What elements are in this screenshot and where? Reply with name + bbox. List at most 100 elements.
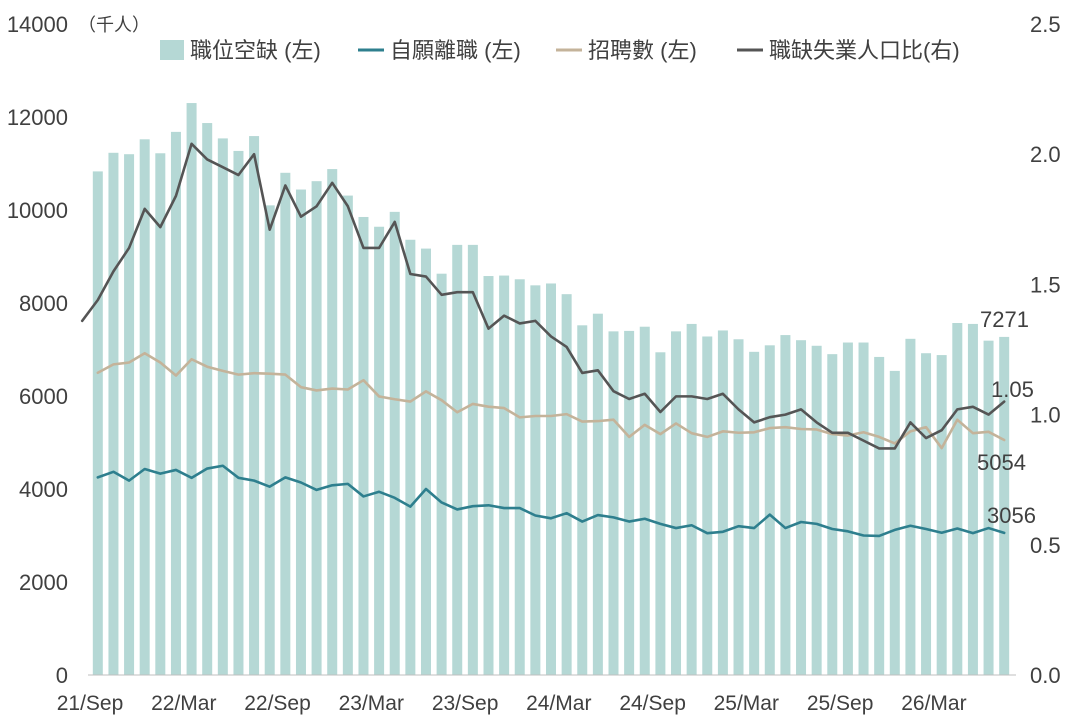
y-left-tick-label: 14000 <box>7 12 68 37</box>
bar-job-openings <box>858 342 869 675</box>
bar-job-openings <box>702 336 713 675</box>
bar-job-openings <box>749 351 760 675</box>
axes: 0 2000 4000 6000 8000 10000 12000 14000 （千人） 0.0 0… <box>7 12 1061 715</box>
bar-job-openings <box>608 331 619 675</box>
bar-job-openings <box>577 325 588 675</box>
bar-job-openings <box>530 285 541 675</box>
x-tick-label: 21/Sep <box>57 692 124 715</box>
bar-job-openings <box>936 355 947 675</box>
y-left-tick-label: 0 <box>56 663 68 688</box>
bar-job-openings <box>827 354 838 675</box>
bar-job-openings <box>905 338 916 675</box>
bar-job-openings <box>202 123 213 676</box>
y-left-tick-label: 6000 <box>19 384 68 409</box>
bar-job-openings <box>889 370 900 675</box>
x-tick-label: 22/Mar <box>151 692 216 715</box>
bar-job-openings <box>624 330 635 675</box>
y-right-tick-label: 2.0 <box>1030 142 1061 167</box>
legend-label: 職位空缺 (左) <box>190 38 321 63</box>
bar-job-openings <box>561 294 572 675</box>
x-tick-label: 26/Mar <box>901 692 966 715</box>
bar-series-job-openings <box>92 103 1010 676</box>
line-voluntary-quits <box>96 464 1006 538</box>
bar-job-openings <box>796 340 807 675</box>
bar-job-openings <box>921 353 932 675</box>
bar-job-openings <box>546 283 556 675</box>
bar-job-openings <box>874 356 885 675</box>
x-tick-label: 23/Sep <box>432 692 499 715</box>
data-label: 3056 <box>987 503 1036 528</box>
bar-job-openings <box>952 323 963 675</box>
bar-job-openings <box>264 205 275 675</box>
x-tick-label: 24/Sep <box>619 692 686 715</box>
bar-job-openings <box>655 352 666 675</box>
bar-job-openings <box>514 279 525 675</box>
y-left-tick-label: 12000 <box>7 105 68 130</box>
x-tick-label: 23/Mar <box>339 692 404 715</box>
bar-job-openings <box>124 154 135 675</box>
bar-job-openings <box>999 336 1010 675</box>
legend-label: 自願離職 (左) <box>390 38 521 63</box>
y-right-tick-label: 2.5 <box>1030 12 1061 37</box>
y-left-tick-label: 4000 <box>19 477 68 502</box>
y-left-tick-label: 2000 <box>19 570 68 595</box>
x-tick-label: 24/Mar <box>526 692 591 715</box>
bar-job-openings <box>108 152 119 676</box>
bar-job-openings <box>295 189 306 676</box>
y-right-tick-label: 0.0 <box>1030 663 1061 688</box>
x-tick-label: 25/Mar <box>714 692 779 715</box>
bar-job-openings <box>467 244 478 676</box>
bar-job-openings <box>342 195 353 675</box>
bar-job-openings <box>483 276 494 675</box>
bar-job-openings <box>452 244 463 676</box>
bar-job-openings <box>639 326 650 675</box>
line-openings-unemployed-ratio <box>80 142 1006 450</box>
y-left-tick-label: 8000 <box>19 291 68 316</box>
y-left-unit-label: （千人） <box>78 15 150 35</box>
legend-label: 招聘數 (左) <box>588 38 697 63</box>
bar-job-openings <box>983 340 994 675</box>
bar-job-openings <box>139 139 150 675</box>
bar-job-openings <box>92 171 103 675</box>
bar-job-openings <box>811 345 822 675</box>
bar-job-openings <box>389 211 400 676</box>
bar-job-openings <box>374 226 385 676</box>
legend-label: 職缺失業人口比(右) <box>769 38 960 63</box>
bar-job-openings <box>358 216 369 675</box>
bar-job-openings <box>280 172 291 676</box>
bar-job-openings <box>436 273 447 675</box>
bar-job-openings <box>686 323 697 675</box>
y-right-tick-label: 1.5 <box>1030 272 1061 297</box>
bar-job-openings <box>311 181 322 676</box>
legend-swatch-bar <box>160 40 184 60</box>
bar-job-openings <box>592 313 603 675</box>
y-right-tick-label: 1.0 <box>1030 403 1061 428</box>
bar-job-openings <box>967 323 978 675</box>
annotations: 7271 1.05 5054 3056 <box>977 307 1036 528</box>
bar-job-openings <box>717 330 728 675</box>
x-tick-label: 22/Sep <box>244 692 311 715</box>
y-right-tick-label: 0.5 <box>1030 533 1061 558</box>
bar-job-openings <box>155 153 166 675</box>
data-label: 7271 <box>980 307 1029 332</box>
bar-job-openings <box>780 335 791 675</box>
bar-job-openings <box>764 345 775 675</box>
bar-job-openings <box>249 136 260 675</box>
bar-job-openings <box>327 169 338 675</box>
bar-job-openings <box>842 342 853 675</box>
bar-job-openings <box>671 331 682 675</box>
bar-job-openings <box>733 339 744 675</box>
bar-job-openings <box>233 150 244 675</box>
bar-job-openings <box>420 248 431 675</box>
legend: 職位空缺 (左) 自願離職 (左) 招聘數 (左) 職缺失業人口比(右) <box>160 38 960 63</box>
bar-job-openings <box>186 103 197 676</box>
bar-job-openings <box>499 275 510 675</box>
bar-job-openings <box>405 239 416 675</box>
y-left-tick-label: 10000 <box>7 198 68 223</box>
line-series-group <box>80 142 1006 538</box>
bar-job-openings <box>170 131 181 675</box>
bar-job-openings <box>217 138 228 675</box>
x-tick-label: 25/Sep <box>807 692 874 715</box>
